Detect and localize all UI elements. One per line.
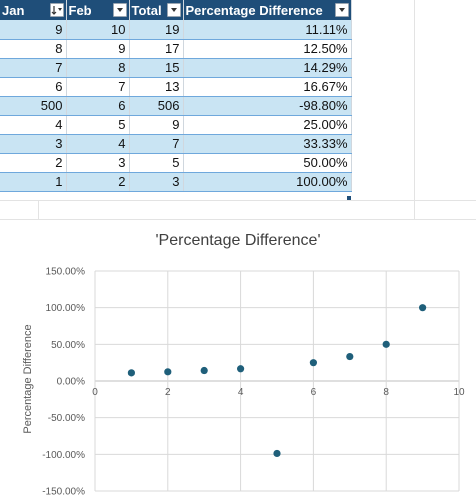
cell-percentage-difference[interactable]: 11.11% [183, 20, 352, 40]
cell-total[interactable]: 15 [129, 58, 184, 78]
chart-title: 'Percentage Difference' [155, 232, 321, 249]
cell-jan[interactable]: 6 [0, 77, 67, 97]
table-row: 4 5 9 25.00% [0, 115, 352, 135]
cell-jan[interactable]: 2 [0, 153, 67, 173]
table-row: 6 7 13 16.67% [0, 77, 352, 97]
scatter-chart[interactable]: 'Percentage Difference' Percentage Diffe… [0, 221, 476, 498]
table-row: 1 2 3 100.00% [0, 172, 352, 192]
column-header-label: Total [131, 2, 162, 18]
cell-percentage-difference[interactable]: -98.80% [183, 96, 352, 116]
cell-total[interactable]: 3 [129, 172, 184, 192]
cell-feb[interactable]: 4 [66, 134, 130, 154]
cell-jan[interactable]: 3 [0, 134, 67, 154]
chart-plot-area: 150.00% 100.00% 50.00% 0.00% -50.00% -100.00%… [42, 267, 465, 498]
dropdown-filter-icon[interactable] [166, 3, 181, 17]
cell-total[interactable]: 19 [129, 20, 184, 40]
table-header-row: Jan Feb Total [0, 0, 352, 20]
cell-feb[interactable]: 10 [66, 20, 130, 40]
table-row: 7 8 15 14.29% [0, 58, 352, 78]
column-header-label: Percentage Difference [185, 2, 323, 18]
data-table: Jan Feb Total [0, 0, 352, 192]
x-tick-label: 10 [453, 387, 465, 398]
y-tick-label: -50.00% [48, 413, 85, 424]
y-tick-label: -100.00% [42, 450, 85, 461]
table-row: 500 6 506 -98.80% [0, 96, 352, 116]
x-tick-label: 4 [238, 387, 244, 398]
cell-total[interactable]: 7 [129, 134, 184, 154]
cell-feb[interactable]: 3 [66, 153, 130, 173]
column-header-total[interactable]: Total [129, 0, 184, 20]
cell-total[interactable]: 9 [129, 115, 184, 135]
cell-jan[interactable]: 1 [0, 172, 67, 192]
grid-column-line [38, 200, 39, 220]
sort-descending-filter-icon[interactable] [49, 3, 64, 17]
cell-jan[interactable]: 500 [0, 96, 67, 116]
cell-feb[interactable]: 8 [66, 58, 130, 78]
y-tick-label: 150.00% [46, 267, 86, 278]
cell-percentage-difference[interactable]: 12.50% [183, 39, 352, 59]
cell-percentage-difference[interactable]: 16.67% [183, 77, 352, 97]
cell-total[interactable]: 506 [129, 96, 184, 116]
data-point[interactable] [273, 449, 281, 458]
cell-total[interactable]: 17 [129, 39, 184, 59]
y-tick-label: 0.00% [57, 377, 85, 388]
table-row: 9 10 19 11.11% [0, 20, 352, 40]
x-tick-label: 0 [92, 387, 98, 398]
y-tick-label: 100.00% [46, 303, 86, 314]
dropdown-filter-icon[interactable] [112, 3, 127, 17]
data-point[interactable] [419, 304, 427, 312]
data-point[interactable] [127, 369, 135, 377]
cell-percentage-difference[interactable]: 100.00% [183, 172, 352, 192]
column-header-jan[interactable]: Jan [0, 0, 67, 20]
cell-total[interactable]: 5 [129, 153, 184, 173]
cell-jan[interactable]: 4 [0, 115, 67, 135]
x-tick-label: 6 [311, 387, 317, 398]
cell-percentage-difference[interactable]: 50.00% [183, 153, 352, 173]
column-header-feb[interactable]: Feb [66, 0, 130, 20]
data-point[interactable] [346, 352, 354, 361]
table-row: 3 4 7 33.33% [0, 134, 352, 154]
table-row: 2 3 5 50.00% [0, 153, 352, 173]
table-row: 8 9 17 12.50% [0, 39, 352, 59]
y-tick-label: 50.00% [51, 340, 85, 351]
grid-row-line [0, 219, 476, 220]
column-header-percentage-difference[interactable]: Percentage Difference [183, 0, 352, 20]
data-point[interactable] [164, 368, 172, 376]
x-tick-label: 8 [383, 387, 389, 398]
cell-feb[interactable]: 7 [66, 77, 130, 97]
cell-feb[interactable]: 5 [66, 115, 130, 135]
cell-jan[interactable]: 7 [0, 58, 67, 78]
cell-percentage-difference[interactable]: 25.00% [183, 115, 352, 135]
table-resize-handle[interactable] [347, 196, 351, 200]
dropdown-filter-icon[interactable] [334, 3, 349, 17]
x-tick-label: 2 [165, 387, 171, 398]
cell-percentage-difference[interactable]: 33.33% [183, 134, 352, 154]
column-header-label: Jan [2, 2, 25, 18]
grid-row-line [0, 200, 476, 201]
cell-feb[interactable]: 9 [66, 39, 130, 59]
column-header-label: Feb [68, 2, 92, 18]
spreadsheet-grid[interactable]: Jan Feb Total [0, 0, 476, 220]
cell-jan[interactable]: 8 [0, 39, 67, 59]
cell-percentage-difference[interactable]: 14.29% [183, 58, 352, 78]
cell-jan[interactable]: 9 [0, 20, 67, 40]
data-point[interactable] [237, 365, 245, 373]
data-point[interactable] [309, 359, 317, 367]
grid-column-line [414, 0, 415, 220]
y-tick-label: -150.00% [42, 487, 85, 498]
cell-total[interactable]: 13 [129, 77, 184, 97]
data-point[interactable] [200, 366, 208, 375]
data-point[interactable] [382, 340, 390, 348]
cell-feb[interactable]: 2 [66, 172, 130, 192]
cell-feb[interactable]: 6 [66, 96, 130, 116]
